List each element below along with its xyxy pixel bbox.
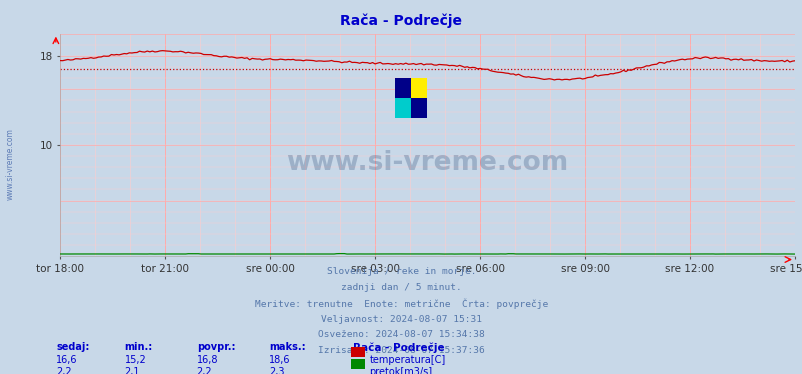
Bar [394, 98, 410, 118]
Text: Osveženo: 2024-08-07 15:34:38: Osveženo: 2024-08-07 15:34:38 [318, 330, 484, 339]
Text: min.:: min.: [124, 342, 152, 352]
Text: 16,8: 16,8 [196, 355, 218, 365]
Text: temperatura[C]: temperatura[C] [369, 355, 445, 365]
Text: www.si-vreme.com: www.si-vreme.com [6, 129, 15, 200]
Bar [410, 78, 427, 98]
Text: sedaj:: sedaj: [56, 342, 90, 352]
Text: Rača - Podrečje: Rača - Podrečje [340, 13, 462, 28]
Text: Izrisano: 2024-08-07 15:37:36: Izrisano: 2024-08-07 15:37:36 [318, 346, 484, 355]
Text: www.si-vreme.com: www.si-vreme.com [286, 150, 568, 176]
Text: 2,2: 2,2 [56, 367, 71, 374]
Text: 18,6: 18,6 [269, 355, 290, 365]
Text: 2,1: 2,1 [124, 367, 140, 374]
Bar [394, 78, 410, 98]
Text: Veljavnost: 2024-08-07 15:31: Veljavnost: 2024-08-07 15:31 [321, 315, 481, 324]
Bar [410, 98, 427, 118]
Text: 15,2: 15,2 [124, 355, 146, 365]
Text: 2,3: 2,3 [269, 367, 284, 374]
Text: maks.:: maks.: [269, 342, 306, 352]
Text: Meritve: trenutne  Enote: metrične  Črta: povprečje: Meritve: trenutne Enote: metrične Črta: … [254, 299, 548, 309]
Text: zadnji dan / 5 minut.: zadnji dan / 5 minut. [341, 283, 461, 292]
Text: 16,6: 16,6 [56, 355, 78, 365]
Text: povpr.:: povpr.: [196, 342, 235, 352]
Text: 2,2: 2,2 [196, 367, 212, 374]
Text: Rača - Podrečje: Rača - Podrečje [353, 342, 444, 353]
Text: Slovenija / reke in morje.: Slovenija / reke in morje. [326, 267, 476, 276]
Text: pretok[m3/s]: pretok[m3/s] [369, 367, 432, 374]
